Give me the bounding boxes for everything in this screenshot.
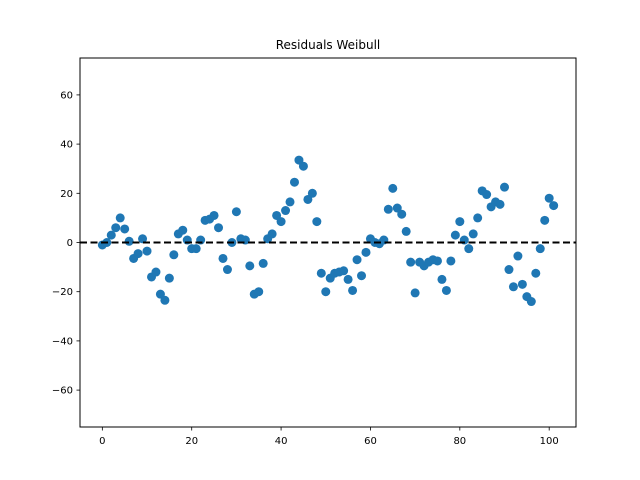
- data-point: [133, 249, 143, 259]
- data-point: [307, 188, 317, 198]
- data-point: [535, 244, 545, 254]
- data-point: [169, 250, 179, 260]
- y-tick-label: 40: [60, 140, 73, 151]
- data-point: [138, 234, 148, 244]
- data-point: [124, 236, 134, 246]
- data-point: [178, 225, 188, 235]
- data-point: [531, 268, 541, 278]
- x-tick-label: 100: [540, 436, 559, 447]
- y-tick-label: −20: [52, 287, 73, 298]
- data-point: [164, 273, 174, 283]
- data-point: [214, 223, 224, 233]
- data-point: [352, 255, 362, 265]
- data-point: [276, 217, 286, 227]
- y-tick-label: 20: [60, 189, 73, 200]
- data-point: [397, 209, 407, 219]
- data-point: [151, 267, 161, 277]
- data-point: [504, 265, 514, 275]
- x-tick-label: 20: [185, 436, 198, 447]
- data-point: [142, 246, 152, 256]
- data-point: [383, 204, 393, 214]
- data-point: [281, 206, 291, 216]
- data-point: [316, 268, 326, 278]
- data-point: [410, 288, 420, 298]
- y-axis: −60 −40 −20 0 20 40 60: [52, 90, 80, 397]
- data-point: [361, 247, 371, 257]
- data-point: [432, 256, 442, 266]
- data-point: [218, 253, 228, 263]
- x-tick-label: 60: [364, 436, 377, 447]
- data-point: [115, 213, 125, 223]
- data-point: [500, 182, 510, 192]
- data-point: [468, 229, 478, 239]
- data-point: [517, 279, 527, 289]
- data-point: [289, 177, 299, 187]
- data-point: [160, 295, 170, 305]
- data-point: [106, 230, 116, 240]
- data-point: [513, 251, 523, 261]
- data-points: [97, 155, 559, 307]
- data-point: [267, 229, 277, 239]
- x-tick-label: 0: [99, 436, 105, 447]
- data-point: [245, 261, 255, 271]
- x-tick-label: 80: [453, 436, 466, 447]
- data-point: [526, 297, 536, 307]
- data-point: [401, 226, 411, 236]
- y-tick-label: −40: [52, 336, 73, 347]
- data-point: [388, 183, 398, 193]
- data-point: [544, 193, 554, 203]
- data-point: [357, 271, 367, 281]
- chart-title: Residuals Weibull: [276, 38, 381, 52]
- data-point: [508, 282, 518, 292]
- data-point: [339, 266, 349, 276]
- x-axis: 0 20 40 60 80 100: [99, 427, 559, 447]
- y-tick-label: 60: [60, 90, 73, 101]
- data-point: [312, 217, 322, 227]
- data-point: [482, 190, 492, 200]
- data-point: [298, 161, 308, 171]
- data-point: [441, 285, 451, 295]
- data-point: [348, 285, 358, 295]
- data-point: [343, 274, 353, 284]
- y-tick-label: 0: [67, 238, 73, 249]
- data-point: [285, 197, 295, 207]
- data-point: [406, 257, 416, 267]
- data-point: [495, 199, 505, 209]
- data-point: [446, 256, 456, 266]
- data-point: [455, 217, 465, 227]
- data-point: [120, 224, 130, 234]
- data-point: [209, 210, 219, 220]
- data-point: [231, 207, 241, 217]
- y-tick-label: −60: [52, 386, 73, 397]
- data-point: [540, 215, 550, 225]
- data-point: [258, 258, 268, 268]
- data-point: [321, 287, 331, 297]
- x-tick-label: 40: [275, 436, 288, 447]
- data-point: [191, 244, 201, 254]
- data-point: [549, 201, 559, 211]
- data-point: [473, 213, 483, 223]
- data-point: [254, 287, 264, 297]
- data-point: [464, 244, 474, 254]
- data-point: [222, 265, 232, 275]
- data-point: [450, 230, 460, 240]
- data-point: [437, 274, 447, 284]
- data-point: [111, 223, 121, 233]
